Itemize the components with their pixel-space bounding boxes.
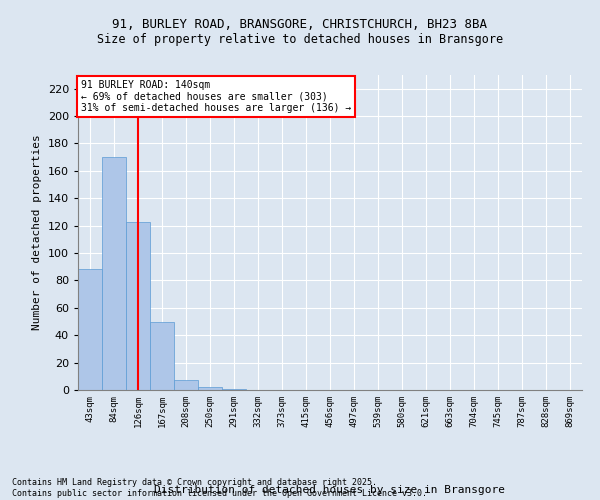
Bar bbox=[222, 388, 246, 390]
Text: Size of property relative to detached houses in Bransgore: Size of property relative to detached ho… bbox=[97, 32, 503, 46]
Bar bbox=[126, 222, 150, 390]
Bar bbox=[198, 388, 222, 390]
Y-axis label: Number of detached properties: Number of detached properties bbox=[32, 134, 42, 330]
Text: 91, BURLEY ROAD, BRANSGORE, CHRISTCHURCH, BH23 8BA: 91, BURLEY ROAD, BRANSGORE, CHRISTCHURCH… bbox=[113, 18, 487, 30]
Text: Contains HM Land Registry data © Crown copyright and database right 2025.
Contai: Contains HM Land Registry data © Crown c… bbox=[12, 478, 427, 498]
Text: 91 BURLEY ROAD: 140sqm
← 69% of detached houses are smaller (303)
31% of semi-de: 91 BURLEY ROAD: 140sqm ← 69% of detached… bbox=[80, 80, 351, 113]
Bar bbox=[78, 270, 102, 390]
Bar bbox=[102, 157, 126, 390]
Bar bbox=[150, 322, 174, 390]
X-axis label: Distribution of detached houses by size in Bransgore: Distribution of detached houses by size … bbox=[155, 486, 505, 496]
Bar bbox=[174, 380, 198, 390]
